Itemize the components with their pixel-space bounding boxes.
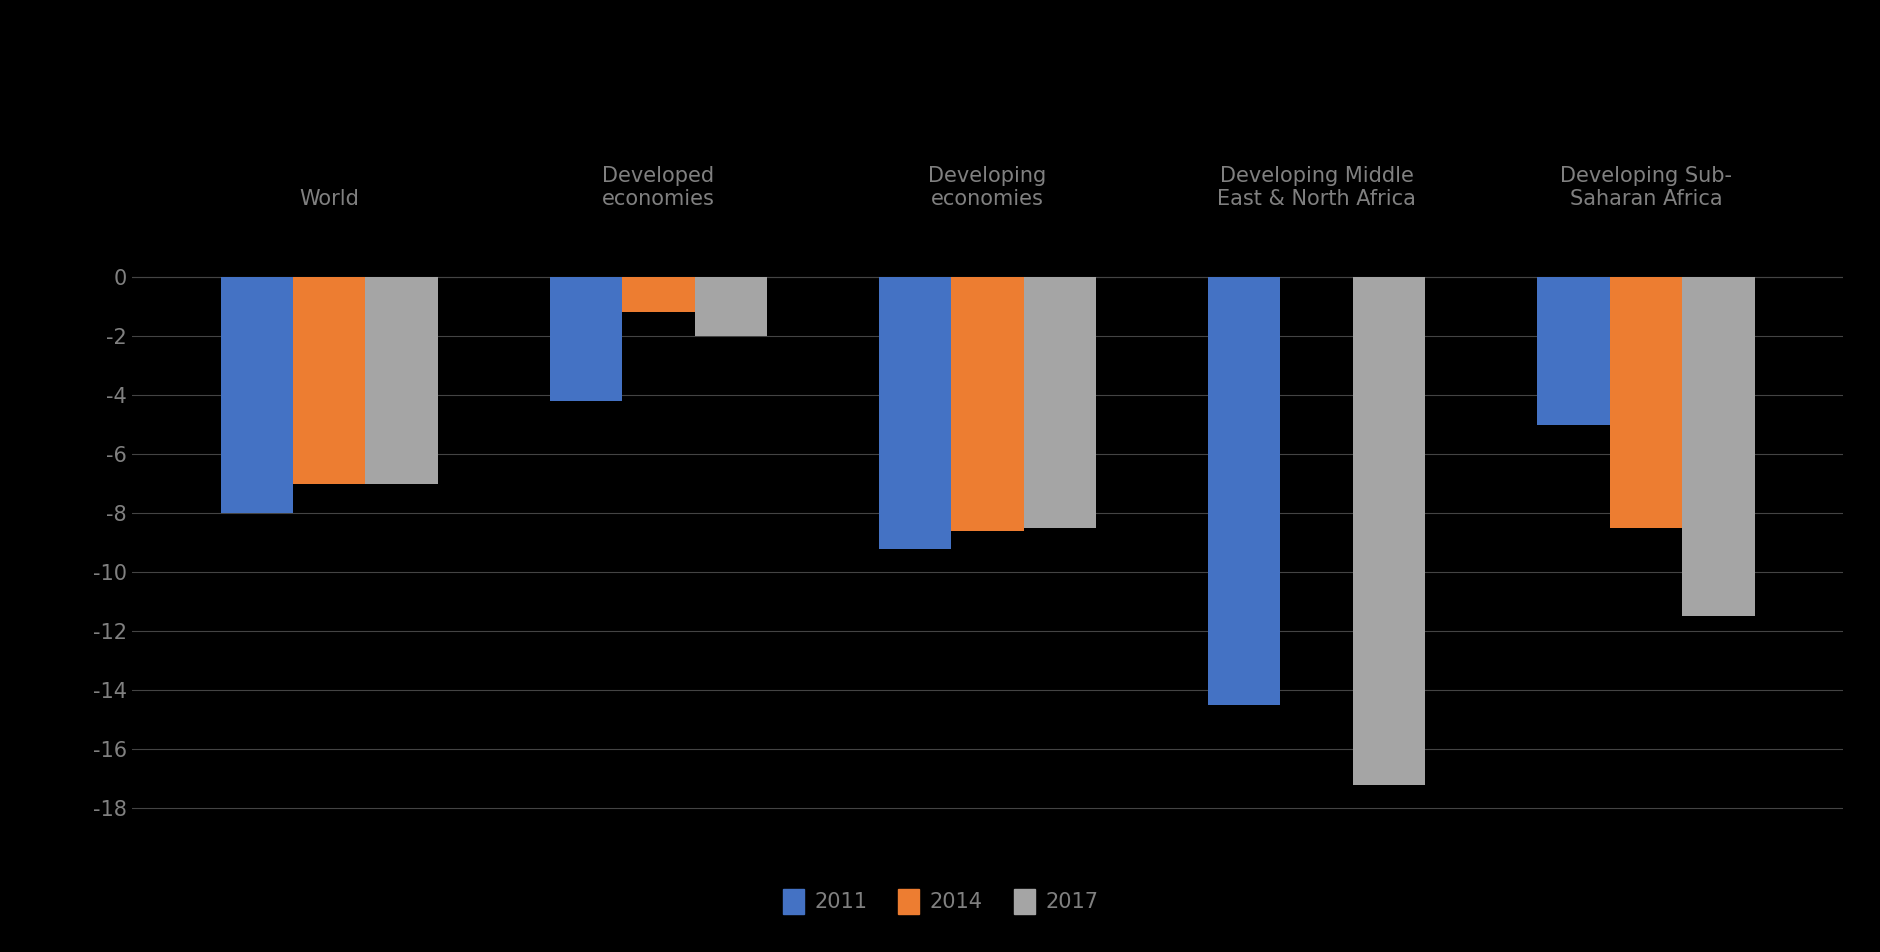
Bar — [220, 277, 293, 513]
Bar — [1536, 277, 1609, 425]
Legend: 2011, 2014, 2017: 2011, 2014, 2017 — [775, 881, 1105, 922]
Text: World: World — [299, 189, 359, 209]
Bar — [1681, 277, 1754, 617]
Bar — [1609, 277, 1681, 527]
Text: Developing
economies: Developing economies — [929, 167, 1045, 209]
Bar — [549, 277, 622, 401]
Bar — [1207, 277, 1280, 704]
Text: Developing Sub-
Saharan Africa: Developing Sub- Saharan Africa — [1559, 167, 1731, 209]
Bar — [951, 277, 1023, 531]
Bar — [293, 277, 365, 484]
Text: Developed
economies: Developed economies — [602, 167, 714, 209]
Bar — [1352, 277, 1425, 784]
Bar — [365, 277, 438, 484]
Bar — [694, 277, 767, 336]
Text: Developing Middle
East & North Africa: Developing Middle East & North Africa — [1216, 167, 1416, 209]
Bar — [1023, 277, 1096, 527]
Bar — [878, 277, 951, 548]
Bar — [622, 277, 694, 312]
